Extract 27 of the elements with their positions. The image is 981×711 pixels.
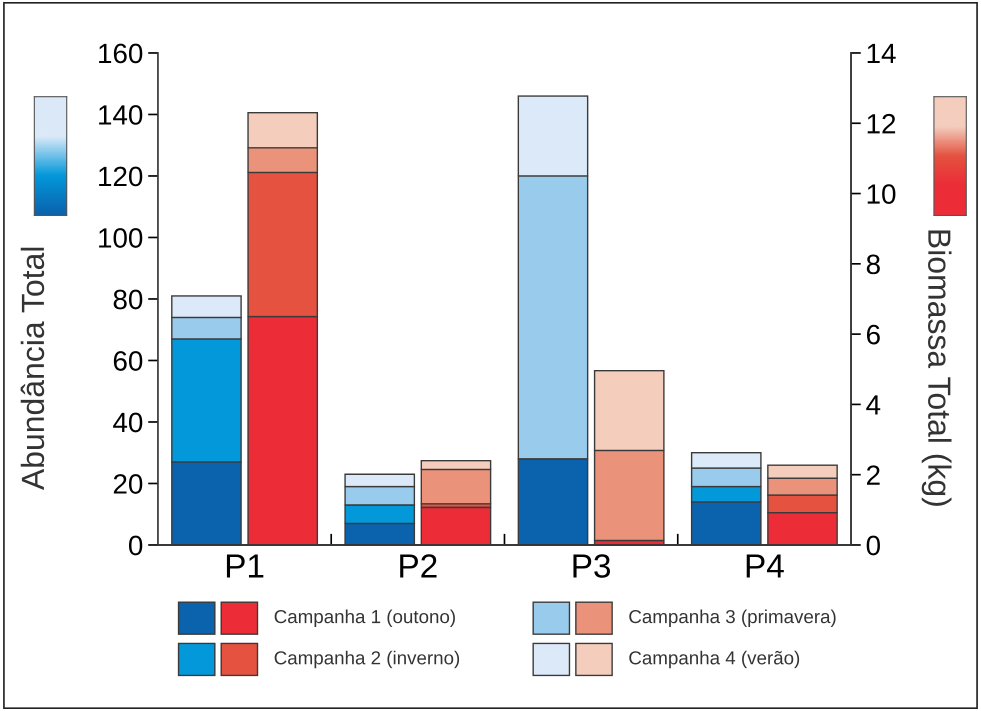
x-tick-label: P1 — [226, 554, 264, 578]
y-tick-label: 20 — [114, 474, 142, 494]
x-tick-label: P4 — [746, 554, 784, 578]
y-tick-label: 60 — [114, 351, 142, 371]
y2-tick-label: 2 — [867, 465, 880, 485]
y-tick-label: 140 — [99, 105, 142, 125]
y2-tick-label: 6 — [867, 324, 880, 344]
y-tick-label: 0 — [128, 536, 142, 556]
y2-tick-label: 12 — [868, 114, 896, 134]
legend-label: Campanha 2 (inverno) — [274, 650, 460, 668]
y-tick-label: 40 — [113, 412, 142, 432]
y-tick-label: 80 — [114, 290, 142, 310]
x-tick-label: P3 — [573, 554, 610, 578]
y2-tick-label: 14 — [868, 44, 896, 64]
y-tick-label: 100 — [99, 228, 142, 248]
y-tick-label: 120 — [99, 166, 142, 186]
y2-tick-label: 0 — [866, 536, 880, 556]
y2-tick-label: 8 — [866, 254, 880, 274]
legend-label: Campanha 1 (outono) — [274, 609, 455, 627]
legend-label: Campanha 4 (verão) — [629, 650, 800, 668]
y2-tick-label: 10 — [868, 184, 896, 204]
y-tick-label: 160 — [99, 44, 142, 64]
y2-tick-label: 4 — [866, 395, 880, 414]
y2-axis-title: Biomassa Total (kg) — [922, 230, 952, 506]
legend-label: Campanha 3 (primavera) — [629, 609, 836, 627]
y-axis-title: Abundância Total — [20, 248, 44, 490]
x-tick-label: P2 — [400, 554, 437, 578]
